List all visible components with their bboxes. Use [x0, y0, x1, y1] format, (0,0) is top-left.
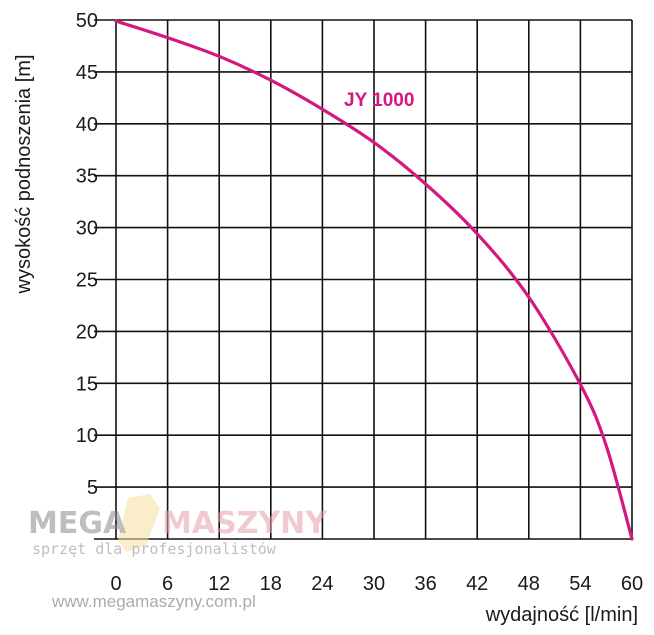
- x-axis-title: wydajność [l/min]: [485, 604, 638, 626]
- y-tick-label-15: 15: [76, 373, 98, 395]
- y-tick-label-30: 30: [76, 218, 98, 240]
- x-tick-labels: 0 6 12 18 24 30 36 42 48 54 60: [110, 573, 643, 595]
- x-tick-label-42: 42: [466, 573, 488, 595]
- y-tick-label-50: 50: [76, 10, 98, 32]
- y-tick-label-35: 35: [76, 166, 98, 188]
- y-tick-labels: 5 10 15 20 25 30 35 40 45 50: [76, 10, 98, 499]
- x-tick-label-24: 24: [311, 573, 333, 595]
- y-tick-label-10: 10: [76, 425, 98, 447]
- x-tick-label-48: 48: [518, 573, 540, 595]
- y-tick-label-25: 25: [76, 270, 98, 292]
- x-tick-label-0: 0: [110, 573, 121, 595]
- x-tick-label-30: 30: [363, 573, 385, 595]
- series-line-jy-1000: [114, 19, 634, 541]
- grid: [94, 19, 633, 539]
- x-tick-label-36: 36: [414, 573, 436, 595]
- x-tick-label-12: 12: [208, 573, 230, 595]
- x-tick-label-6: 6: [162, 573, 173, 595]
- y-tick-label-20: 20: [76, 321, 98, 343]
- y-tick-label-40: 40: [76, 114, 98, 136]
- x-tick-label-60: 60: [621, 573, 643, 595]
- y-tick-label-45: 45: [76, 62, 98, 84]
- watermark-brand-right: MASZYNY: [162, 506, 328, 541]
- watermark-logo-icon: [118, 494, 160, 552]
- watermark-tagline: sprzęt dla profesjonalistów: [32, 540, 277, 558]
- x-tick-label-18: 18: [260, 573, 282, 595]
- y-tick-label-5: 5: [87, 477, 98, 499]
- watermark-url: www.megamaszyny.com.pl: [51, 592, 256, 611]
- x-tick-label-54: 54: [569, 573, 591, 595]
- watermark-brand-left: MEGA: [28, 506, 127, 541]
- watermark: MEGA MASZYNY sprzęt dla profesjonalistów…: [28, 494, 328, 611]
- y-axis-title: wysokość podnoszenia [m]: [13, 54, 35, 294]
- series-label-jy-1000: JY 1000: [344, 90, 414, 111]
